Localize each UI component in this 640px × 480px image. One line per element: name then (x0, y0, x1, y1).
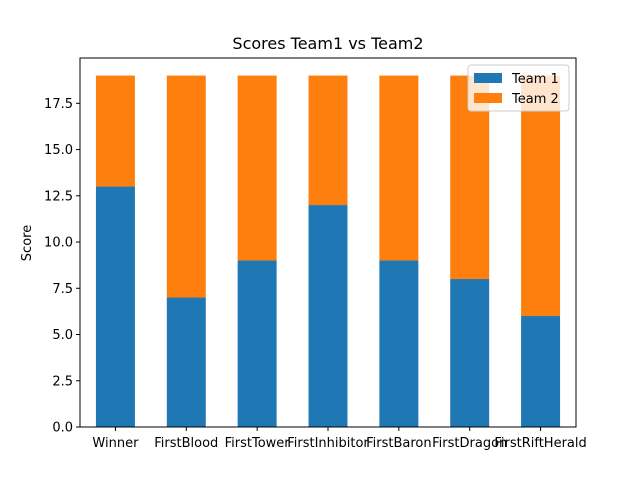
bar-team1-firstblood (166, 297, 206, 427)
y-tick-label: 10.0 (44, 236, 73, 251)
bar-team1-winner (95, 186, 135, 427)
bar-team2-firstbaron (379, 75, 419, 261)
x-tick-label: FirstRiftHerald (494, 436, 586, 451)
bar-team1-firstinhibitor (308, 205, 348, 427)
bar-team2-firstblood (166, 75, 206, 298)
x-tick-label: FirstBaron (366, 436, 432, 451)
x-tick-label: FirstDragon (432, 436, 507, 451)
bar-team1-firstdragon (450, 279, 490, 427)
y-tick-label: 12.5 (44, 189, 73, 204)
bar-team1-firstbaron (379, 260, 419, 427)
bar-team2-firsttower (237, 75, 277, 261)
legend-swatch-team2 (474, 93, 502, 103)
bar-team2-firstriftherald (521, 75, 561, 317)
y-axis-label: Score (20, 225, 35, 261)
y-tick-label: 5.0 (52, 328, 73, 343)
x-tick-label: FirstInhibitor (287, 436, 369, 451)
legend: Team 1 Team 2 (467, 64, 570, 112)
bar-team2-winner (95, 75, 135, 187)
x-tick-label: FirstBlood (154, 436, 218, 451)
chart-title: Scores Team1 vs Team2 (232, 34, 423, 53)
legend-label-team2: Team 2 (511, 92, 559, 107)
plot-area: Winner FirstBlood FirstTowerFirstInhibitor… (44, 57, 587, 451)
y-tick-label: 15.0 (44, 143, 73, 158)
plot-frame (79, 57, 577, 428)
y-tick-label: 0.0 (52, 421, 73, 436)
bar-team1-firstriftherald (521, 316, 561, 427)
legend-label-team1: Team 1 (511, 72, 559, 87)
y-tick-label: 17.5 (44, 97, 73, 112)
bar-team2-firstinhibitor (308, 75, 348, 206)
bar-team1-firsttower (237, 260, 277, 427)
legend-swatch-team1 (474, 73, 502, 83)
y-tick-label: 2.5 (52, 374, 73, 389)
x-tick-label: Winner (92, 436, 139, 451)
x-tick-label: FirstTower (225, 436, 291, 451)
y-tick-label: 7.5 (52, 282, 73, 297)
